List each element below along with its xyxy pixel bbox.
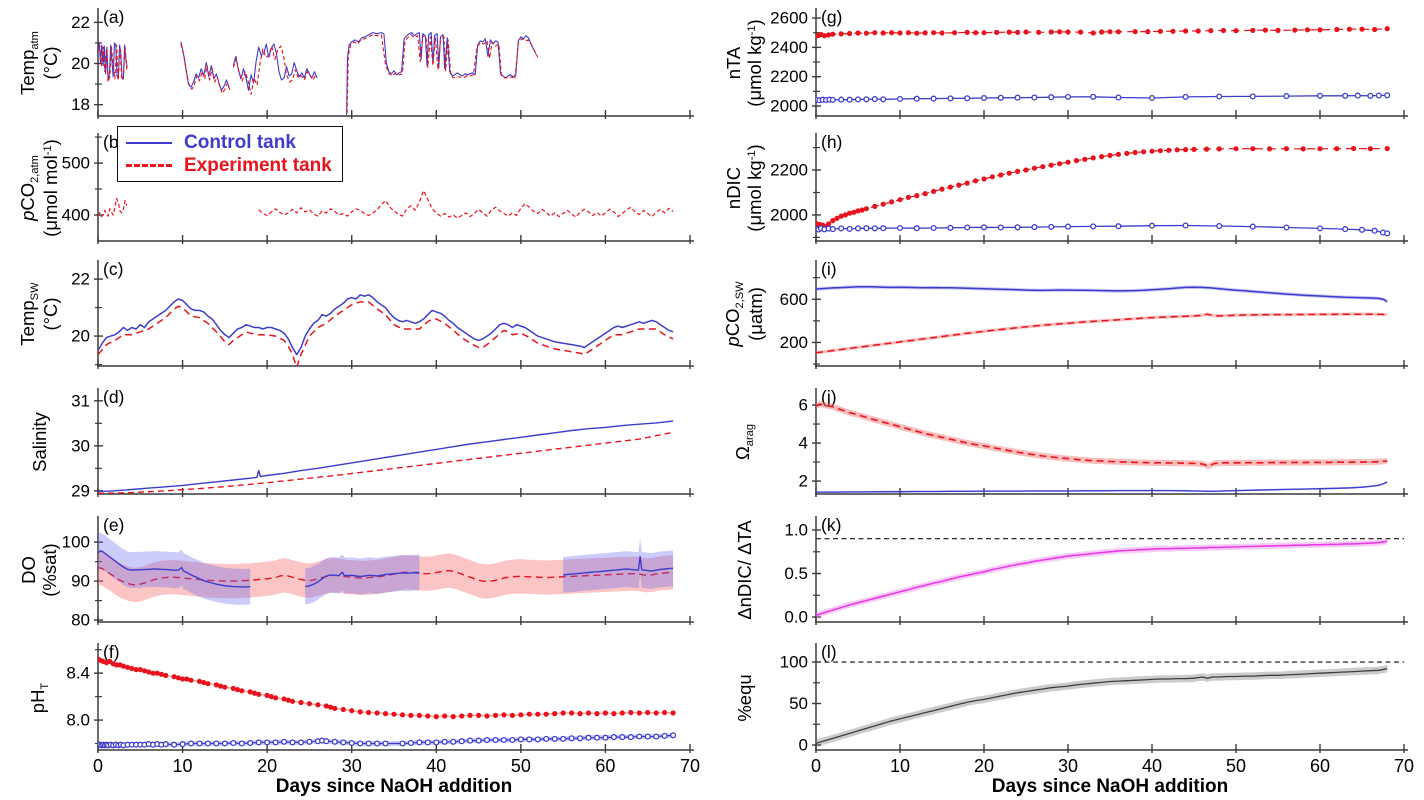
svg-text:200: 200	[780, 333, 808, 352]
svg-text:50: 50	[1226, 756, 1246, 776]
panel-e-series	[98, 532, 674, 605]
legend-item-control: Control tank	[126, 133, 334, 152]
svg-text:60: 60	[595, 756, 615, 776]
svg-text:0: 0	[799, 736, 808, 755]
svg-text:2200: 2200	[770, 67, 808, 86]
svg-text:22: 22	[71, 13, 90, 32]
panel-letter-f: (f)	[103, 642, 120, 662]
svg-text:8.0: 8.0	[66, 711, 90, 730]
panel-b-series	[98, 190, 674, 219]
panel-letter-h: (h)	[821, 132, 842, 152]
panel-a-series	[98, 32, 539, 116]
svg-text:29: 29	[71, 481, 90, 500]
legend-item-experiment: Experiment tank	[126, 156, 334, 175]
panel-letter-l: (l)	[821, 642, 837, 662]
panel-letter-k: (k)	[821, 515, 841, 535]
panel-h-series	[816, 145, 1391, 237]
svg-text:0.5: 0.5	[784, 564, 808, 583]
svg-text:50: 50	[511, 756, 531, 776]
svg-text:500: 500	[62, 154, 90, 173]
legend-line-sample-experiment	[126, 164, 172, 167]
svg-text:0: 0	[93, 756, 103, 776]
svg-text:40: 40	[426, 756, 446, 776]
svg-text:22: 22	[71, 270, 90, 289]
svg-text:10: 10	[890, 756, 910, 776]
panel-f-series	[98, 656, 677, 749]
panel-letter-i: (i)	[821, 259, 837, 279]
panel-g-series	[816, 26, 1391, 104]
svg-text:2200: 2200	[770, 161, 808, 180]
svg-text:0: 0	[811, 756, 821, 776]
svg-text:8.4: 8.4	[66, 664, 90, 683]
svg-text:20: 20	[257, 756, 277, 776]
svg-text:4: 4	[799, 434, 808, 453]
svg-text:70: 70	[680, 756, 700, 776]
svg-text:400: 400	[62, 206, 90, 225]
svg-text:20: 20	[71, 327, 90, 346]
svg-text:2: 2	[799, 472, 808, 491]
svg-text:2600: 2600	[770, 9, 808, 28]
svg-text:10: 10	[173, 756, 193, 776]
panel-k-series	[816, 538, 1388, 619]
svg-text:20: 20	[974, 756, 994, 776]
panel-letter-e: (e)	[103, 515, 124, 535]
legend: Control tank Experiment tank	[117, 126, 343, 182]
svg-text:60: 60	[1310, 756, 1330, 776]
panel-letter-d: (d)	[103, 387, 124, 407]
svg-text:50: 50	[789, 694, 808, 713]
svg-text:30: 30	[1058, 756, 1078, 776]
panel-d-series	[98, 420, 674, 494]
svg-text:80: 80	[71, 611, 90, 630]
legend-line-sample-control	[126, 141, 172, 144]
svg-text:6: 6	[799, 396, 808, 415]
svg-text:20: 20	[71, 54, 90, 73]
x-axis-title-right: Days since NaOH addition	[991, 776, 1229, 797]
svg-text:600: 600	[780, 290, 808, 309]
panel-c-series	[98, 294, 674, 366]
svg-text:90: 90	[71, 572, 90, 591]
svg-text:2000: 2000	[770, 205, 808, 224]
svg-text:31: 31	[71, 391, 90, 410]
panel-l-series	[816, 664, 1388, 748]
panel-letter-g: (g)	[821, 7, 842, 27]
svg-text:2000: 2000	[770, 97, 808, 116]
x-axis-title-left: Days since NaOH addition	[275, 776, 513, 797]
panel-letter-c: (c)	[103, 259, 123, 279]
svg-text:100: 100	[62, 533, 90, 552]
svg-text:100: 100	[780, 653, 808, 672]
legend-label-experiment: Experiment tank	[184, 155, 332, 176]
svg-text:30: 30	[71, 436, 90, 455]
panel-letter-a: (a)	[103, 7, 124, 27]
legend-label-control: Control tank	[184, 132, 296, 153]
svg-text:0.0: 0.0	[784, 608, 808, 627]
panel-j-series	[816, 401, 1388, 493]
svg-text:2400: 2400	[770, 38, 808, 57]
svg-text:70: 70	[1394, 756, 1414, 776]
panel-letter-j: (j)	[821, 387, 837, 407]
svg-text:30: 30	[342, 756, 362, 776]
svg-text:1.0: 1.0	[784, 521, 808, 540]
svg-text:40: 40	[1142, 756, 1162, 776]
panel-i-series	[816, 285, 1388, 355]
svg-text:18: 18	[71, 95, 90, 114]
